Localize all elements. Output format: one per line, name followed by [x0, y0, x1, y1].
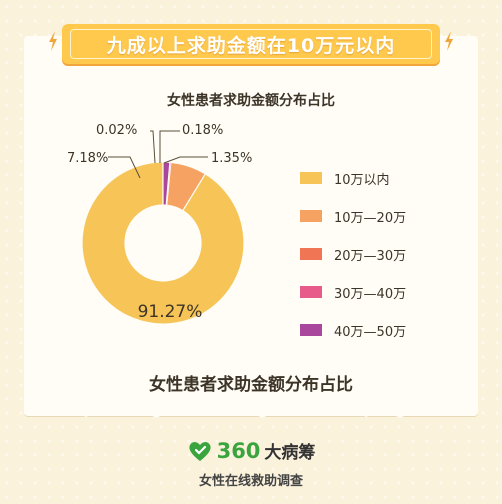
chart-caption: 女性患者求助金额分布占比 — [149, 375, 353, 395]
legend-swatch — [300, 210, 322, 222]
legend-swatch — [300, 248, 322, 260]
brand-logo: 360 大病筹 — [0, 438, 502, 463]
lightning-icon — [49, 31, 57, 51]
leader-line — [159, 130, 180, 163]
legend-swatch — [300, 324, 322, 336]
slice-value-label: 1.35% — [211, 151, 252, 166]
title-banner: 九成以上求助金额在10万元以内 — [49, 24, 453, 64]
chart-title: 女性患者求助金额分布占比 — [167, 93, 335, 109]
legend-label: 10万以内 — [334, 172, 390, 188]
legend-label: 40万—50万 — [334, 324, 407, 340]
legend-label: 20万—30万 — [334, 248, 407, 264]
slice-value-label: 0.18% — [182, 123, 223, 138]
legend-label: 10万—20万 — [334, 210, 407, 226]
brand-name: 大病筹 — [264, 443, 316, 463]
torn-paper-edge — [24, 398, 478, 418]
chart-legend: 10万以内 10万—20万 20万—30万 30万—40万 40万—50万 — [300, 162, 406, 352]
leader-line — [163, 156, 208, 164]
heart-leaf-icon — [188, 441, 211, 461]
brand-number: 360 — [216, 438, 261, 463]
legend-item: 30万—40万 — [300, 276, 406, 308]
slice-value-label: 0.02% — [96, 123, 137, 138]
donut-slice — [81, 161, 245, 325]
legend-item: 10万—20万 — [300, 200, 406, 232]
banner-title: 九成以上求助金额在10万元以内 — [106, 34, 396, 57]
legend-label: 30万—40万 — [334, 286, 407, 302]
legend-item: 10万以内 — [300, 162, 406, 194]
leader-line — [108, 156, 141, 179]
legend-item: 40万—50万 — [300, 314, 406, 346]
donut-slice — [166, 161, 207, 212]
footer-subtitle: 女性在线救助调查 — [198, 474, 303, 489]
legend-swatch — [300, 286, 322, 298]
leader-line — [150, 130, 156, 164]
slice-value-label: 7.18% — [67, 151, 108, 166]
legend-item: 20万—30万 — [300, 238, 406, 270]
lightning-icon — [445, 31, 453, 51]
slice-value-label: 91.27% — [138, 302, 203, 322]
legend-swatch — [300, 172, 322, 184]
